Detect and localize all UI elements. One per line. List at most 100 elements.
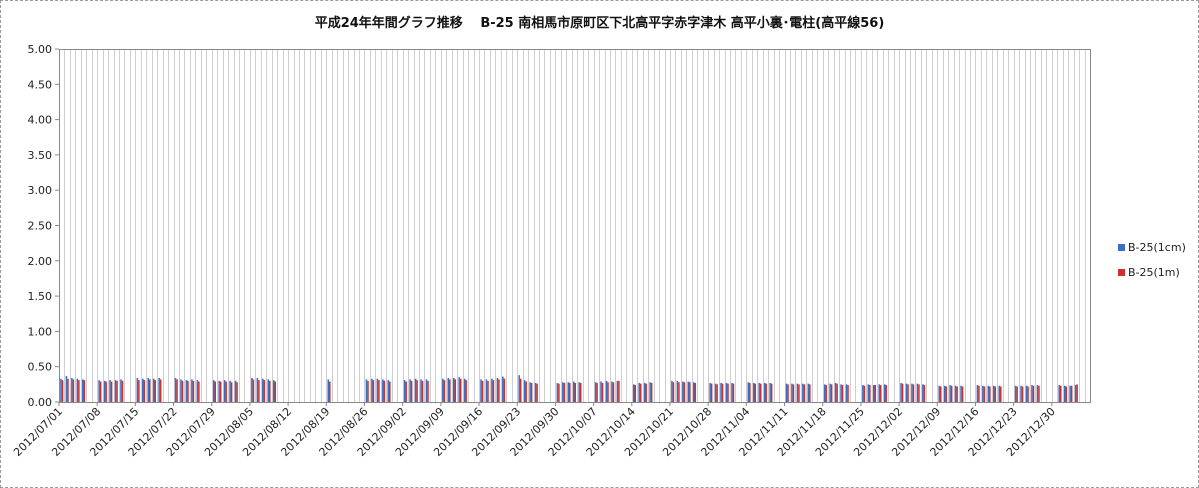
bar-1cm	[752, 382, 755, 402]
bar-1m	[498, 379, 500, 402]
bar-1m	[999, 386, 1002, 402]
bar-1m	[989, 386, 991, 402]
bar-1cm	[943, 385, 946, 402]
legend-label-1cm: B-25(1cm)	[1128, 241, 1186, 254]
bar-1m	[721, 383, 724, 402]
y-tick-label: 2.00	[28, 255, 53, 268]
bar-1cm	[960, 385, 962, 402]
bar-1m	[421, 380, 424, 402]
bar-1cm	[365, 379, 368, 402]
bar-1cm	[611, 381, 613, 402]
bar-1cm	[1069, 385, 1071, 402]
bar-1cm	[98, 380, 100, 402]
bar-1cm	[671, 380, 673, 402]
bar-1m	[230, 382, 233, 402]
bar-1m	[99, 381, 102, 402]
bar-1m	[492, 380, 495, 402]
bar-1cm	[158, 377, 160, 402]
bar-1cm	[834, 382, 837, 402]
bar-1cm	[572, 381, 575, 402]
bar-1m	[519, 378, 522, 402]
y-tick-label: 1.00	[28, 325, 53, 338]
bar-1cm	[731, 382, 733, 402]
bar-1cm	[785, 383, 788, 402]
bar-1cm	[382, 379, 384, 402]
bar-1m	[198, 381, 200, 402]
bar-1m	[405, 381, 407, 402]
bar-1cm	[998, 385, 1000, 402]
bar-1m	[1027, 386, 1029, 402]
bar-1cm	[262, 378, 264, 402]
bar-1m	[847, 385, 849, 402]
bar-1m	[683, 382, 686, 402]
bar-1m	[825, 385, 827, 402]
bar-1m	[879, 385, 882, 402]
bar-1cm	[327, 379, 330, 402]
bar-1m	[612, 382, 615, 402]
y-tick-label: 0.50	[28, 361, 53, 374]
bar-1m	[159, 379, 162, 402]
bar-1m	[274, 381, 277, 402]
bar-1cm	[480, 379, 482, 402]
y-tick-label: 1.50	[28, 290, 53, 303]
bar-1m	[939, 386, 942, 402]
bar-1cm	[791, 383, 793, 402]
bar-1cm	[109, 380, 111, 402]
bar-1cm	[267, 379, 270, 402]
bar-1cm	[883, 384, 886, 402]
bar-1cm	[802, 383, 804, 402]
bar-1m	[579, 382, 582, 402]
bar-1m	[252, 379, 255, 402]
bar-1m	[78, 380, 80, 402]
bar-1m	[1032, 385, 1035, 402]
bar-1cm	[578, 382, 580, 402]
bar-1cm	[1020, 385, 1022, 402]
bar-1cm	[191, 379, 193, 402]
bar-1m	[863, 385, 866, 402]
bar-1cm	[120, 379, 122, 402]
bar-1cm	[1063, 385, 1066, 402]
bar-1m	[1021, 386, 1024, 402]
bar-1cm	[1036, 385, 1039, 402]
bar-1m	[607, 382, 609, 402]
bar-1m	[918, 384, 920, 402]
y-tick-label: 0.00	[28, 396, 53, 409]
legend-label-1m: B-25(1m)	[1128, 266, 1180, 279]
bar-1cm	[60, 378, 62, 402]
bar-1m	[961, 386, 964, 402]
y-tick-label: 3.00	[28, 184, 53, 197]
bar-1m	[950, 385, 953, 402]
bar-1cm	[256, 377, 259, 402]
bar-1m	[770, 383, 773, 402]
bar-1m	[383, 380, 386, 402]
bar-1cm	[442, 378, 444, 402]
bar-1cm	[725, 382, 728, 402]
bar-1m	[994, 386, 997, 402]
bar-1cm	[452, 377, 455, 402]
bar-1m	[83, 380, 86, 402]
bar-1cm	[447, 377, 450, 402]
bar-1m	[1059, 385, 1062, 402]
bar-1m	[727, 383, 729, 402]
bar-1cm	[409, 379, 411, 402]
bar-1cm	[769, 382, 771, 402]
bar-1cm	[823, 384, 826, 402]
bar-1m	[116, 380, 118, 402]
bar-1cm	[796, 383, 799, 402]
bar-1m	[416, 380, 418, 402]
bar-1cm	[491, 378, 493, 402]
bar-1m	[558, 383, 560, 402]
chart-title: 平成24年年間グラフ推移 B-25 南相馬市原町区下北高平字赤字津木 高平小裏･…	[314, 16, 885, 31]
bar-1cm	[682, 381, 684, 402]
bar-1cm	[714, 383, 717, 402]
bar-1m	[912, 384, 915, 402]
bar-1m	[192, 380, 195, 402]
bar-1cm	[174, 377, 177, 402]
bar-1m	[907, 384, 909, 402]
bar-1cm	[229, 380, 231, 402]
bar-1cm	[403, 380, 406, 402]
bar-1cm	[687, 381, 690, 402]
bar-1m	[269, 380, 271, 402]
bar-1m	[149, 379, 151, 402]
bar-1m	[983, 386, 986, 402]
